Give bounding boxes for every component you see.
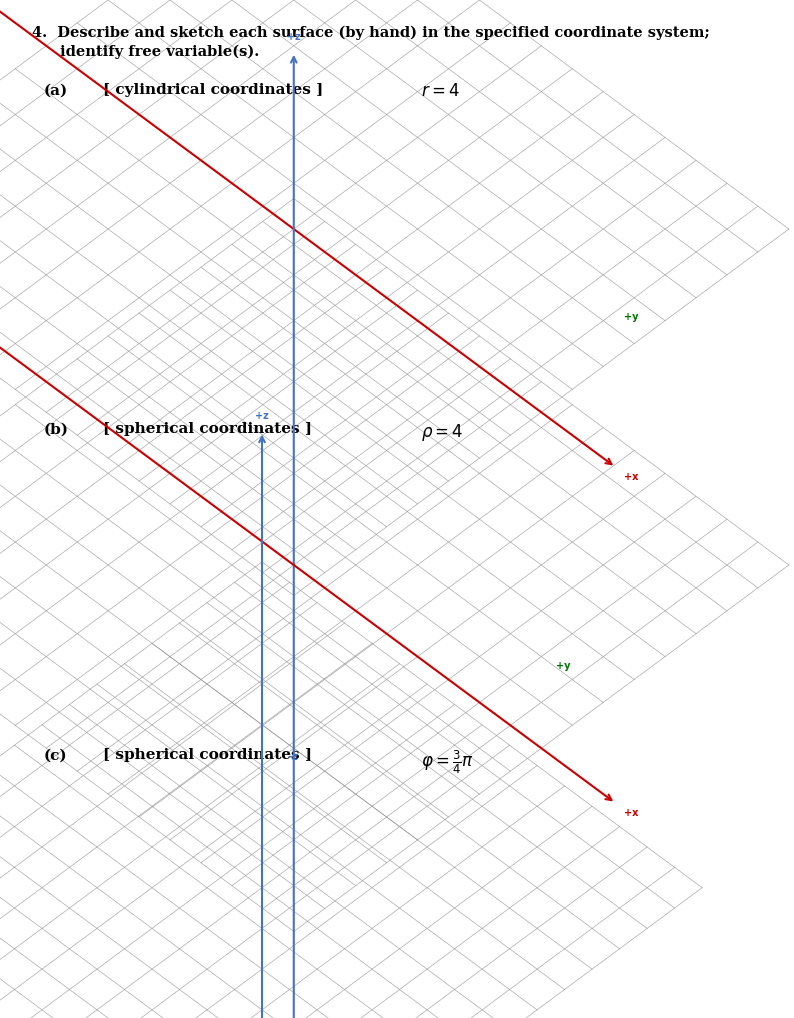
Text: (a): (a)	[44, 83, 68, 98]
Text: (c): (c)	[44, 748, 67, 762]
Text: 4.  Describe and sketch each surface (by hand) in the specified coordinate syste: 4. Describe and sketch each surface (by …	[32, 25, 710, 40]
Text: [ spherical coordinates ]: [ spherical coordinates ]	[103, 422, 312, 437]
Text: +y: +y	[556, 661, 571, 671]
Text: [ cylindrical coordinates ]: [ cylindrical coordinates ]	[103, 83, 323, 98]
Text: +x: +x	[623, 472, 638, 483]
Text: $\rho = 4$: $\rho = 4$	[421, 422, 464, 444]
Text: +z: +z	[287, 32, 301, 42]
Text: $\varphi = \frac{3}{4}\pi$: $\varphi = \frac{3}{4}\pi$	[421, 748, 474, 776]
Text: $r = 4$: $r = 4$	[421, 83, 460, 101]
Text: +y: +y	[623, 312, 638, 322]
Text: [ spherical coordinates ]: [ spherical coordinates ]	[103, 748, 312, 762]
Text: identify free variable(s).: identify free variable(s).	[60, 45, 259, 59]
Text: (b): (b)	[44, 422, 68, 437]
Text: -z: -z	[289, 752, 299, 762]
Text: +z: +z	[255, 411, 269, 421]
Text: +x: +x	[623, 808, 638, 818]
